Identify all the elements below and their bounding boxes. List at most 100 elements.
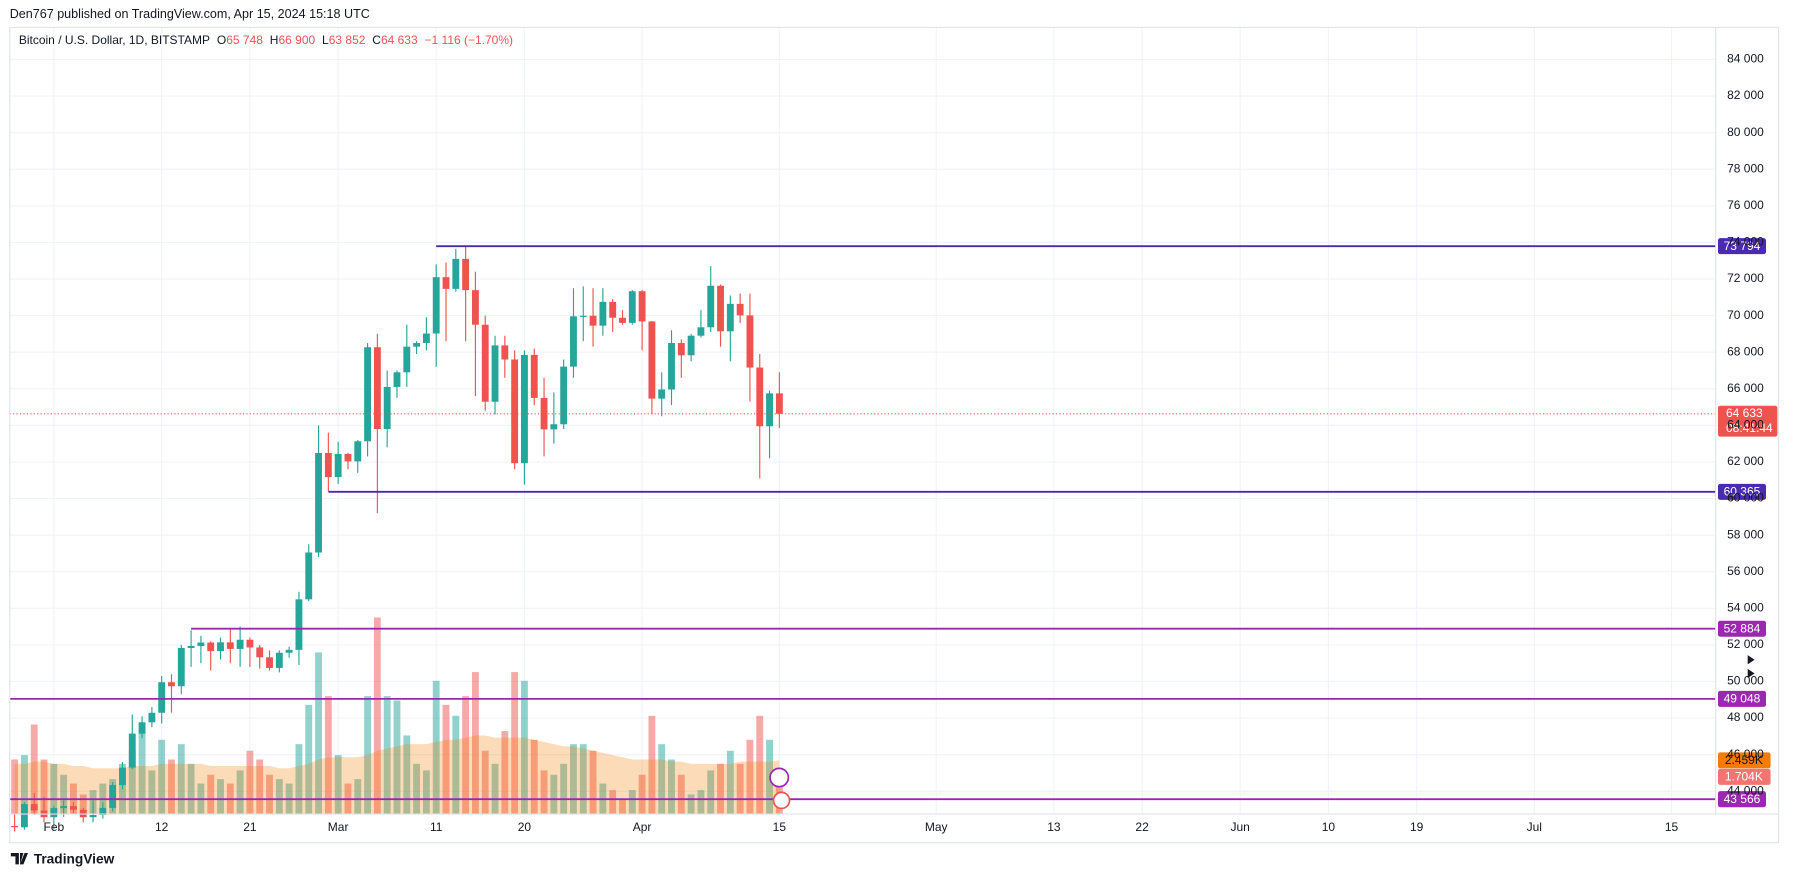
- candle-body: [609, 301, 617, 318]
- x-tick-label: Apr: [633, 820, 652, 834]
- volume-bar: [334, 755, 342, 815]
- volume-bar: [638, 774, 646, 815]
- candle-body: [236, 639, 244, 649]
- candle-body: [432, 277, 440, 334]
- frame: [9, 26, 1780, 844]
- volume-bar: [619, 798, 626, 815]
- candle-body: [707, 285, 715, 328]
- candle-body: [481, 324, 489, 402]
- volume-bar: [315, 652, 322, 815]
- candle-body: [256, 647, 264, 658]
- candle-body: [30, 804, 38, 811]
- x-tick-label: 19: [1410, 820, 1424, 834]
- volume-bar: [324, 696, 332, 815]
- c-val: 64 633: [381, 33, 418, 47]
- candle-body: [138, 722, 146, 734]
- candle-body: [393, 372, 401, 387]
- volume-bar: [246, 750, 254, 815]
- candle-body: [364, 347, 372, 442]
- logo: TradingView: [10, 851, 115, 866]
- volume-bar: [79, 794, 87, 815]
- volume-bar: [481, 750, 489, 815]
- x-tick-label: May: [925, 820, 948, 834]
- candle-body: [570, 316, 577, 367]
- candle-body: [511, 359, 519, 464]
- y-tick-label: 56 000: [1727, 564, 1764, 578]
- y-tick-label: 82 000: [1727, 88, 1764, 102]
- volume-bar: [373, 617, 381, 815]
- volume-bar: [501, 731, 509, 815]
- volume-bar: [609, 790, 617, 815]
- candle-body: [462, 258, 470, 291]
- x-tick-label: Jun: [1230, 820, 1249, 834]
- volume-bar: [266, 774, 273, 815]
- candle-body: [177, 647, 185, 687]
- candle-body: [717, 285, 724, 332]
- candle-body: [20, 804, 28, 828]
- candle-body: [128, 733, 136, 768]
- volume-bar: [217, 779, 224, 815]
- level-label: 60 365: [1724, 485, 1761, 499]
- volume-bar: [570, 744, 577, 815]
- candle-body: [579, 315, 587, 317]
- y-tick-label: 72 000: [1727, 271, 1764, 285]
- candle-body: [324, 452, 332, 478]
- event-icon[interactable]: [772, 791, 791, 810]
- candle-body: [471, 290, 479, 325]
- x-tick-label: Jul: [1527, 820, 1542, 834]
- candle-body: [775, 393, 783, 414]
- volume-bar: [726, 750, 734, 815]
- volume-bar: [658, 744, 666, 815]
- volume-bar: [717, 763, 724, 815]
- x-tick-label: Feb: [43, 820, 64, 834]
- volume-bar: [187, 763, 195, 815]
- volume-bar: [736, 763, 744, 815]
- l-key: L: [322, 33, 329, 47]
- volume-bar: [697, 790, 705, 815]
- volume-bar: [540, 770, 548, 815]
- candle-body: [99, 807, 107, 816]
- volume-bar: [11, 759, 19, 815]
- price-label-box: [1717, 405, 1778, 437]
- y-tick-label: 76 000: [1727, 198, 1764, 212]
- candle-body: [373, 347, 381, 430]
- level-label-box: [1717, 791, 1766, 808]
- y-tick-label: 54 000: [1727, 600, 1764, 614]
- candle-body: [766, 393, 773, 427]
- y-tick-label: 60 000: [1727, 491, 1764, 505]
- volume-bar: [756, 715, 764, 815]
- volume-bar: [452, 715, 460, 815]
- o-val: 65 748: [226, 33, 263, 47]
- candle-body: [403, 346, 411, 373]
- logo-text: TradingView: [34, 851, 115, 866]
- candle-body: [746, 315, 754, 368]
- volume-bar: [364, 696, 372, 815]
- candle-body: [119, 767, 126, 786]
- candle-body: [442, 277, 450, 289]
- volume-bar: [177, 744, 185, 815]
- y-tick-label: 84 000: [1727, 52, 1764, 66]
- candles: [11, 246, 783, 832]
- volume-bar: [275, 779, 283, 815]
- candle-body: [491, 345, 499, 402]
- candle-body: [79, 809, 87, 818]
- candle-body: [697, 327, 705, 336]
- candle-body: [589, 315, 597, 326]
- event-icon[interactable]: [769, 767, 790, 788]
- level-label: 43 566: [1724, 792, 1761, 806]
- volume-bar: [148, 770, 156, 815]
- candle-body: [756, 367, 764, 427]
- candle-body: [354, 441, 362, 462]
- logo-mark: [10, 852, 29, 865]
- candle-body: [207, 642, 215, 652]
- candle-body: [599, 301, 607, 326]
- volume-bar: [354, 779, 362, 815]
- level-label-box: [1717, 690, 1766, 707]
- y-tick-label: 64 000: [1727, 418, 1764, 432]
- ma-label-box: [1717, 752, 1771, 769]
- candle-body: [226, 642, 234, 649]
- y-tick-label: 74 000: [1727, 235, 1764, 249]
- candle-body: [648, 321, 656, 399]
- volume-bar: [491, 763, 499, 815]
- candle-body: [217, 642, 224, 652]
